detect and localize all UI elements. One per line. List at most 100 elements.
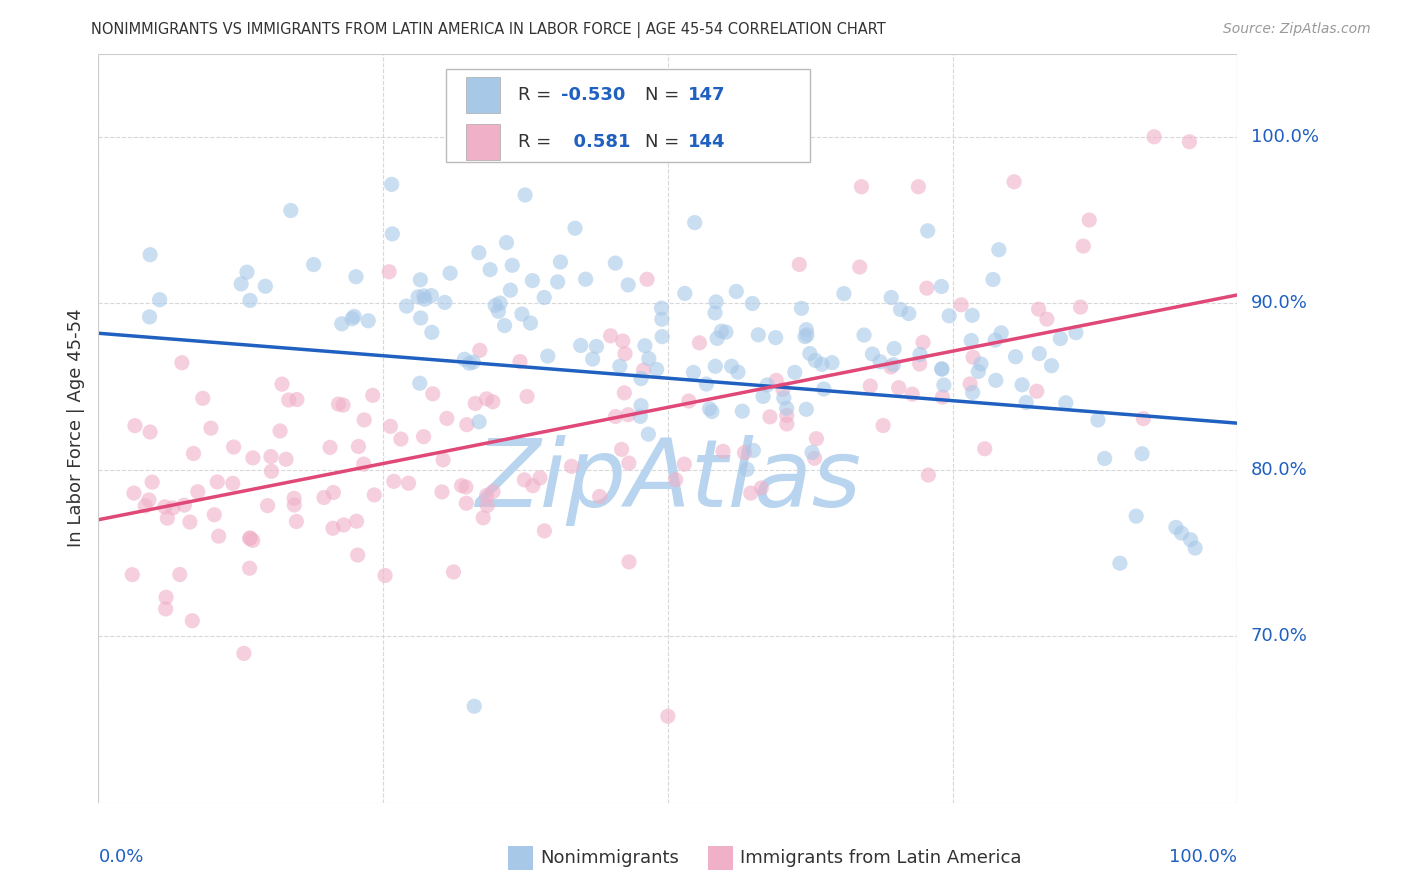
Point	[765, 373, 787, 387]
Point	[984, 373, 1007, 387]
Point	[704, 359, 727, 374]
Point	[1015, 395, 1038, 409]
Point	[516, 389, 538, 403]
Point	[637, 427, 659, 442]
Text: 100.0%: 100.0%	[1251, 128, 1319, 145]
Point	[605, 409, 627, 424]
Point	[269, 424, 291, 438]
Point	[610, 442, 633, 457]
Text: 90.0%: 90.0%	[1251, 294, 1308, 312]
Point	[1025, 384, 1047, 399]
Point	[332, 517, 354, 532]
Point	[1040, 359, 1063, 373]
Point	[1143, 129, 1166, 144]
Point	[695, 377, 717, 392]
Point	[1011, 377, 1033, 392]
Point	[1094, 451, 1116, 466]
Point	[319, 441, 342, 455]
Point	[984, 333, 1007, 347]
Point	[413, 292, 436, 306]
Point	[475, 392, 498, 406]
Point	[509, 354, 531, 368]
Point	[260, 464, 283, 478]
Point	[522, 274, 544, 288]
Point	[599, 328, 621, 343]
Point	[776, 417, 799, 431]
Point	[821, 356, 844, 370]
Point	[803, 451, 825, 466]
Point	[271, 377, 294, 392]
Point	[683, 216, 706, 230]
Point	[239, 532, 262, 546]
Point	[673, 286, 696, 301]
Point	[522, 479, 544, 493]
Point	[887, 381, 910, 395]
Point	[588, 490, 610, 504]
Point	[794, 329, 817, 343]
Point	[688, 335, 710, 350]
Point	[347, 440, 370, 454]
Point	[973, 442, 995, 456]
Point	[202, 508, 225, 522]
Point	[121, 567, 143, 582]
Point	[880, 359, 903, 374]
Point	[1180, 533, 1202, 547]
Point	[280, 203, 302, 218]
Point	[657, 709, 679, 723]
Point	[468, 343, 491, 358]
Text: N =: N =	[645, 133, 685, 151]
Point	[285, 515, 308, 529]
Point	[704, 294, 727, 309]
Point	[312, 491, 335, 505]
Point	[1004, 350, 1026, 364]
Point	[630, 399, 652, 413]
Point	[412, 429, 434, 443]
Point	[665, 473, 688, 487]
Point	[636, 272, 658, 286]
Point	[456, 496, 478, 510]
Point	[495, 235, 517, 250]
Point	[454, 480, 477, 494]
Point	[439, 266, 461, 280]
Point	[931, 279, 953, 293]
Point	[191, 392, 214, 406]
Point	[472, 510, 495, 524]
Point	[1028, 302, 1050, 317]
Point	[463, 355, 485, 369]
Point	[1130, 447, 1153, 461]
Point	[494, 318, 516, 333]
Point	[155, 591, 177, 605]
Point	[582, 352, 605, 367]
Point	[340, 311, 363, 326]
Point	[207, 475, 229, 489]
Point	[617, 555, 640, 569]
Point	[481, 394, 503, 409]
Point	[346, 548, 368, 562]
Point	[734, 446, 756, 460]
Point	[229, 277, 252, 291]
Text: 70.0%: 70.0%	[1251, 627, 1308, 645]
Point	[254, 279, 277, 293]
Point	[741, 296, 763, 310]
Point	[395, 299, 418, 313]
Point	[804, 353, 827, 368]
Point	[510, 307, 533, 321]
Point	[765, 331, 787, 345]
Point	[138, 310, 160, 324]
Text: 0.0%: 0.0%	[98, 847, 143, 866]
FancyBboxPatch shape	[467, 124, 501, 160]
Point	[181, 614, 204, 628]
Point	[139, 425, 162, 439]
Point	[796, 323, 818, 337]
Text: R =: R =	[517, 86, 557, 103]
Point	[637, 351, 659, 366]
Point	[550, 255, 572, 269]
Point	[533, 291, 555, 305]
Point	[630, 371, 652, 385]
Point	[772, 383, 794, 397]
Point	[239, 531, 262, 545]
Point	[931, 362, 953, 376]
Text: ZipAtlas: ZipAtlas	[475, 435, 860, 526]
Point	[749, 481, 772, 495]
Point	[330, 317, 353, 331]
